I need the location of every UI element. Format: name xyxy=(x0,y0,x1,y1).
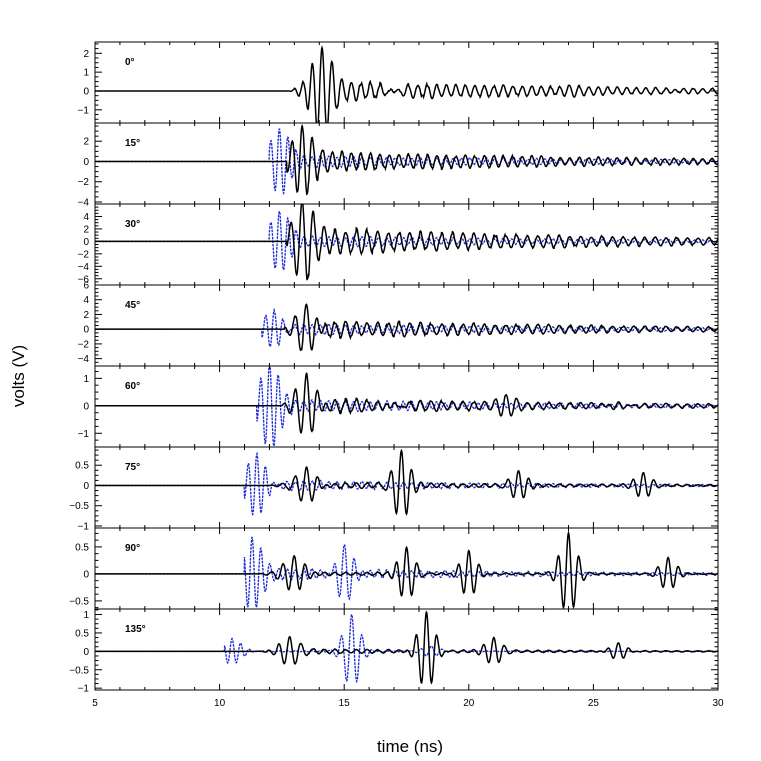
series-solid-line-4 xyxy=(95,372,718,435)
y-tick-label: 6 xyxy=(83,281,89,292)
y-tick-label: −0.5 xyxy=(69,501,89,512)
panel-1: −4 −2 0 2 15° xyxy=(78,122,719,208)
series-solid-line-2 xyxy=(95,204,718,281)
panel-0: −1 0 1 2 0° xyxy=(78,41,719,124)
panel-angle-label: 0° xyxy=(125,57,135,68)
series-dotted-line-4 xyxy=(95,366,718,447)
y-tick-label: −2 xyxy=(78,177,90,188)
y-tick-label: 2 xyxy=(83,49,89,60)
panel-angle-label: 90° xyxy=(125,543,140,554)
series-dotted-line-7 xyxy=(95,612,718,684)
y-tick-label: 0 xyxy=(83,86,89,97)
y-tick-label: 1 xyxy=(83,68,89,79)
series-solid-line-0 xyxy=(95,45,718,123)
panel-frame-3 xyxy=(94,284,719,367)
panel-6: −0.5 0 0.5 90° xyxy=(69,527,719,610)
y-tick-label: 0 xyxy=(83,157,89,168)
y-tick-label: −4 xyxy=(78,262,90,273)
panel-angle-label: 135° xyxy=(125,624,146,635)
series-solid-line-7 xyxy=(95,610,718,685)
y-tick-label: −1 xyxy=(78,521,90,532)
series-solid-line-3 xyxy=(95,303,718,352)
y-tick-label: 0 xyxy=(83,401,89,412)
y-tick-label: 0 xyxy=(83,237,89,248)
x-tick-label: 20 xyxy=(463,698,475,709)
y-tick-label: 0 xyxy=(83,481,89,492)
y-tick-label: 2 xyxy=(83,310,89,321)
series-solid-line-1 xyxy=(95,123,718,196)
y-tick-label: −0.5 xyxy=(69,665,89,676)
y-tick-label: −2 xyxy=(78,339,90,350)
y-tick-label: 4 xyxy=(83,295,89,306)
series-solid-line-5 xyxy=(95,448,718,516)
y-tick-label: 0.5 xyxy=(75,628,89,639)
y-tick-label: 0.5 xyxy=(75,542,89,553)
y-tick-label: 4 xyxy=(83,212,89,223)
y-tick-label: 0.5 xyxy=(75,461,89,472)
panel-frame-7 xyxy=(94,608,719,691)
panel-7: −1 −0.5 0 0.5 1 135° xyxy=(69,608,719,695)
y-tick-label: −1 xyxy=(78,105,90,116)
y-tick-label: −1 xyxy=(78,684,90,695)
y-tick-label: 0 xyxy=(83,569,89,580)
panel-2: −6−4 −20 24 30° xyxy=(78,203,719,286)
series-dotted-line-3 xyxy=(95,307,718,348)
y-axis-title: volts (V) xyxy=(9,345,28,407)
x-tick-label: 30 xyxy=(712,698,724,709)
y-tick-label: 1 xyxy=(83,374,89,385)
panel-angle-label: 15° xyxy=(125,138,140,149)
panel-angle-label: 30° xyxy=(125,219,140,230)
y-tick-label: 2 xyxy=(83,224,89,235)
x-axis-title: time (ns) xyxy=(377,737,443,756)
panel-4: −1 0 1 60° xyxy=(78,365,719,448)
y-tick-label: −0.5 xyxy=(69,596,89,607)
y-tick-label: −4 xyxy=(78,197,90,208)
y-tick-label: 0 xyxy=(83,647,89,658)
y-tick-label: −1 xyxy=(78,429,90,440)
panel-frame-6 xyxy=(94,527,719,610)
y-tick-label: 0 xyxy=(83,325,89,336)
panel-frame-0 xyxy=(94,41,719,124)
panel-5: −1 −0.5 0 0.5 75° xyxy=(69,446,719,532)
y-tick-label: −4 xyxy=(78,354,90,365)
series-solid-line-6 xyxy=(95,530,718,609)
panel-3: −4 −2 0 2 4 6 45° xyxy=(78,281,719,367)
panel-angle-label: 45° xyxy=(125,300,140,311)
y-tick-label: 2 xyxy=(83,137,89,148)
x-tick-label: 5 xyxy=(92,698,98,709)
x-tick-label: 15 xyxy=(339,698,351,709)
x-tick-label: 10 xyxy=(214,698,226,709)
x-axis: 5 10 15 20 25 30 xyxy=(92,698,724,709)
y-tick-label: 1 xyxy=(83,610,89,621)
panel-angle-label: 75° xyxy=(125,462,140,473)
y-tick-label: −2 xyxy=(78,249,90,260)
x-tick-label: 25 xyxy=(588,698,600,709)
panel-angle-label: 60° xyxy=(125,381,140,392)
y-tick-label: −6 xyxy=(78,274,90,285)
